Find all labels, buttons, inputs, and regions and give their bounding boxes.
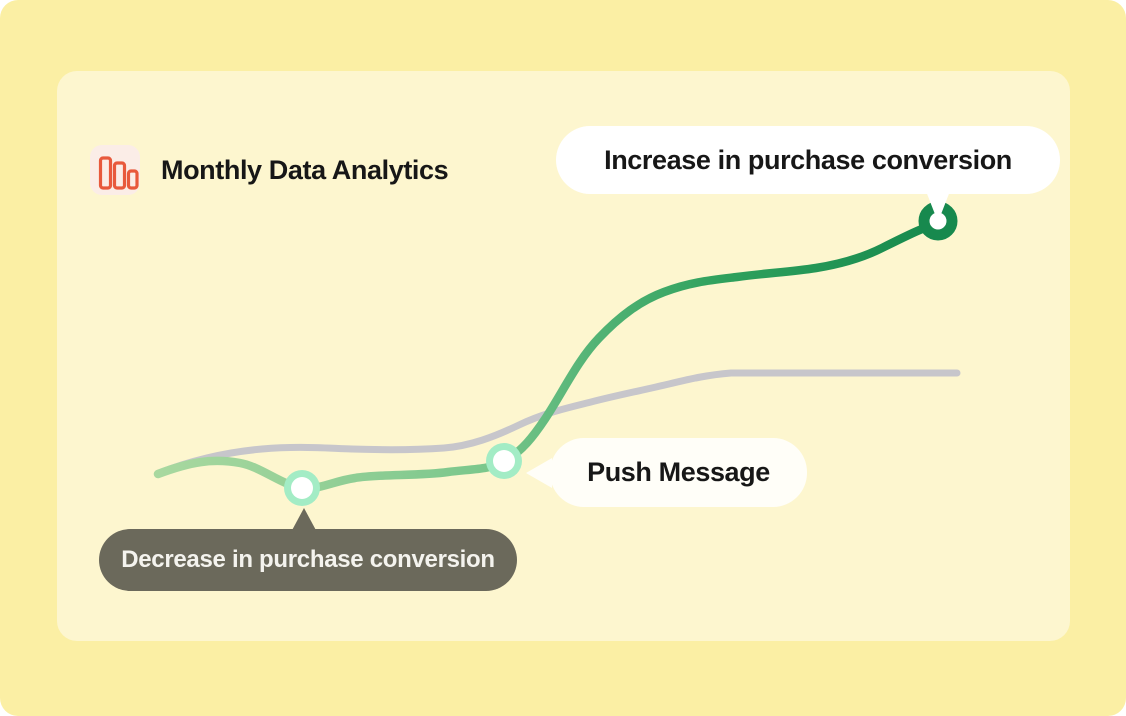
callout-increase-label: Increase in purchase conversion xyxy=(604,144,1012,175)
page-title: Monthly Data Analytics xyxy=(161,154,449,185)
callout-decrease-conversion: Decrease in purchase conversion xyxy=(99,529,517,591)
callout-decrease-label: Decrease in purchase conversion xyxy=(121,546,495,573)
callout-push-message: Push Message xyxy=(550,438,807,507)
callout-push-label: Push Message xyxy=(587,457,770,487)
callout-increase-conversion: Increase in purchase conversion xyxy=(556,126,1060,194)
bar-chart-icon xyxy=(90,145,140,195)
header: Monthly Data Analytics xyxy=(90,145,449,195)
